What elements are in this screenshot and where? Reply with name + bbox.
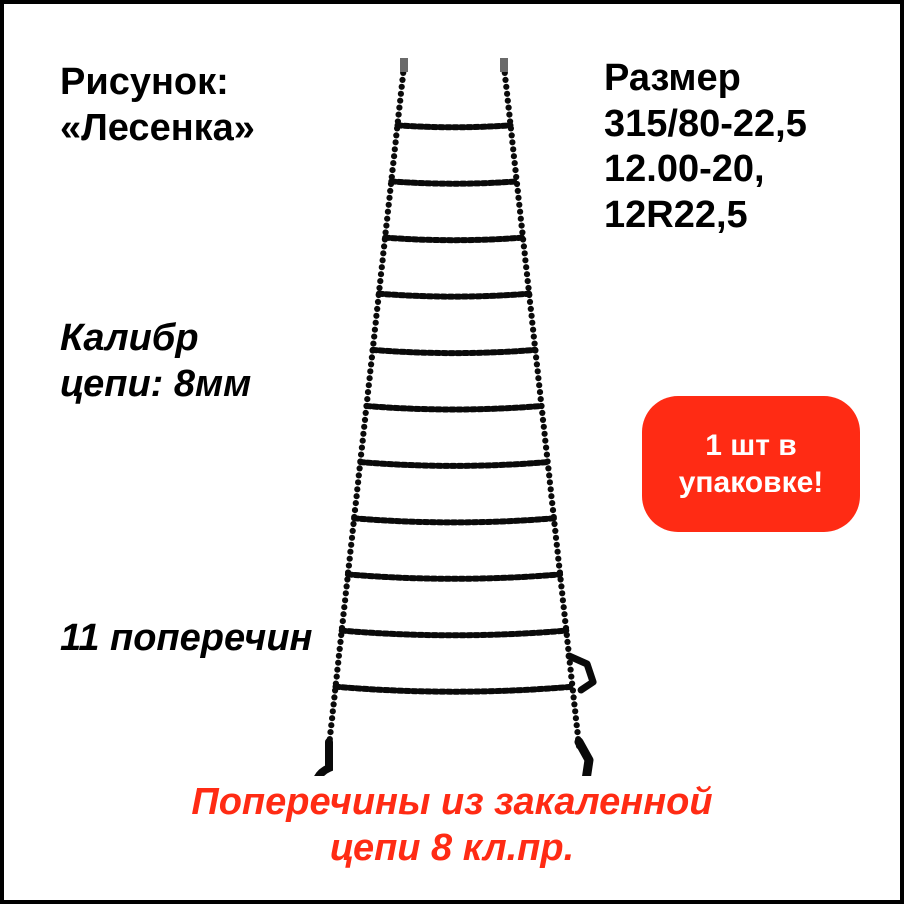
pattern-line2: «Лесенка»	[60, 107, 255, 149]
footer-line1: Поперечины из закаленной	[191, 781, 712, 823]
size-block: Размер 315/80-22,5 12.00-20, 12R22,5	[604, 56, 807, 238]
footer-note: Поперечины из закаленной цепи 8 кл.пр.	[4, 780, 900, 871]
size-title: Размер	[604, 57, 741, 99]
caliber-line2: цепи: 8мм	[60, 363, 251, 405]
size-line-2: 12R22,5	[604, 194, 748, 236]
product-card: Рисунок: «Лесенка» Размер 315/80-22,5 12…	[0, 0, 904, 904]
footer-line2: цепи 8 кл.пр.	[330, 827, 574, 869]
rungs-text: 11 поперечин	[60, 617, 313, 659]
caliber-label: Калибр цепи: 8мм	[60, 316, 251, 407]
caliber-line1: Калибр	[60, 317, 199, 359]
size-line-0: 315/80-22,5	[604, 103, 807, 145]
badge-line1: 1 шт в	[705, 429, 797, 462]
package-badge: 1 шт в упаковке!	[642, 396, 860, 532]
badge-line2: упаковке!	[679, 466, 824, 499]
rungs-label: 11 поперечин	[60, 616, 313, 662]
pattern-line1: Рисунок:	[60, 61, 229, 103]
size-line-1: 12.00-20,	[604, 148, 765, 190]
pattern-label: Рисунок: «Лесенка»	[60, 60, 255, 151]
chain-ladder-icon	[304, 56, 604, 776]
